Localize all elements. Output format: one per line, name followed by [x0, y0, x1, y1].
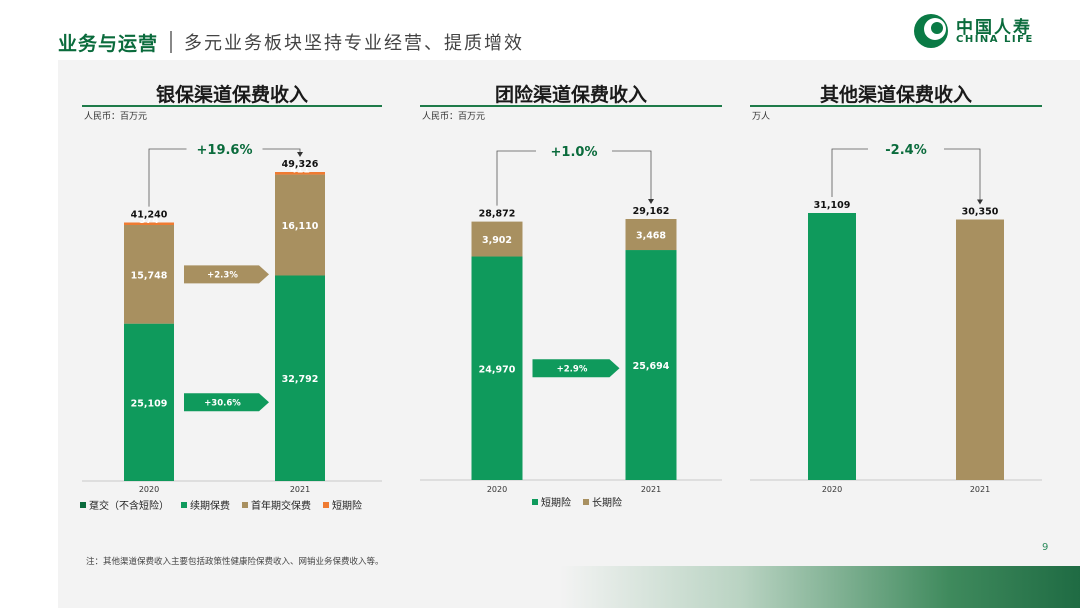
change-arrow-label: +2.3% — [207, 270, 238, 280]
section-title: 业务与运营 — [58, 32, 159, 55]
segment-value-label: 411 — [290, 165, 310, 176]
segment-value-label: 3,468 — [636, 231, 666, 242]
bar-segment-2020-2 — [471, 221, 523, 257]
x-tick-label: 2021 — [641, 485, 661, 494]
growth-bracket-right — [262, 148, 301, 156]
value-label: 31,109 — [814, 200, 851, 211]
legend-swatch — [80, 502, 86, 508]
bar-segment-2021-3 — [275, 174, 325, 276]
legend-swatch — [181, 502, 187, 508]
x-tick-label: 2020 — [822, 485, 842, 494]
page-number: 9 — [1042, 542, 1049, 553]
segment-value-label: 374 — [139, 215, 159, 226]
unit-label: 人民币：百万元 — [422, 111, 485, 122]
chart-title: 团险渠道保费收入 — [495, 83, 647, 106]
total-value-label: 49,326 — [282, 159, 319, 170]
legend-label: 短期险 — [332, 499, 362, 512]
x-tick-label: 2020 — [139, 485, 159, 494]
growth-bracket-left — [496, 150, 536, 206]
growth-rate-label: +1.0% — [551, 145, 598, 160]
change-arrow — [184, 393, 269, 412]
x-tick-label: 2020 — [487, 485, 507, 494]
legend-label: 长期险 — [592, 496, 622, 509]
legend-swatch — [323, 502, 329, 508]
growth-bracket-left — [831, 148, 868, 197]
segment-value-label: 15,748 — [131, 270, 168, 281]
growth-bracket-right — [612, 150, 652, 203]
legend-swatch — [532, 499, 538, 505]
header-band — [0, 0, 1080, 60]
legend-label: 首年期交保费 — [251, 499, 311, 512]
bar-segment-2020-4 — [124, 222, 174, 225]
growth-bracket-left — [148, 148, 187, 207]
unit-label: 人民币：百万元 — [84, 111, 147, 122]
segment-value-label: 32,792 — [282, 374, 319, 385]
growth-rate-label: +19.6% — [197, 143, 253, 158]
total-value-label: 41,240 — [131, 210, 168, 221]
bar-segment-2021-4 — [275, 172, 325, 175]
total-value-label: 29,162 — [633, 206, 670, 217]
legend-swatch — [242, 502, 248, 508]
x-tick-label: 2021 — [290, 485, 310, 494]
title-divider — [170, 31, 173, 53]
section-subtitle: 多元业务板块坚持专业经营、提质增效 — [184, 33, 525, 54]
content-area — [58, 60, 1080, 608]
segment-value-label: 3,902 — [482, 235, 512, 246]
bar-segment-2021-2 — [625, 219, 677, 251]
footnote: 注：其他渠道保费收入主要包括政策性健康险保费收入、网销业务保费收入等。 — [86, 557, 384, 567]
bar-segment-2021-2 — [275, 275, 325, 481]
growth-rate-label: -2.4% — [885, 143, 926, 158]
change-arrow — [532, 359, 620, 378]
segment-value-label: 25,694 — [633, 361, 670, 372]
logo-english-name: CHINA LIFE — [956, 34, 1034, 45]
change-arrow-label: +2.9% — [557, 364, 588, 374]
china-life-logo-icon — [914, 14, 948, 48]
bar-segment-2021-1 — [625, 250, 677, 480]
legend-label: 趸交（不含短险） — [89, 499, 169, 512]
legend-label: 续期保费 — [190, 499, 230, 512]
china-life-logo: 中国人寿 CHINA LIFE — [912, 12, 1052, 52]
bar-segment-2020-1 — [471, 256, 523, 480]
bar-2021 — [956, 219, 1004, 480]
decorative-bottom-strip — [560, 566, 1080, 608]
legend-label: 短期险 — [541, 496, 571, 509]
value-label: 30,350 — [962, 207, 999, 218]
growth-arrow-head — [648, 199, 654, 204]
logo-chinese-name: 中国人寿 — [956, 18, 1032, 38]
bar-segment-2020-3 — [124, 224, 174, 324]
x-tick-label: 2021 — [970, 485, 990, 494]
growth-arrow-head — [977, 199, 983, 205]
chart-title: 银保渠道保费收入 — [156, 83, 308, 106]
segment-value-label: 16,110 — [282, 221, 319, 232]
change-arrow — [184, 265, 269, 284]
total-value-label: 28,872 — [479, 209, 516, 220]
chart-title: 其他渠道保费收入 — [820, 83, 972, 106]
growth-bracket-right — [944, 148, 981, 204]
bar-2020 — [808, 213, 856, 480]
change-arrow-label: +30.6% — [204, 398, 241, 408]
legend-swatch — [583, 499, 589, 505]
growth-arrow-head — [297, 152, 303, 157]
segment-value-label: 24,970 — [479, 364, 516, 375]
page-title: 业务与运营 多元业务板块坚持专业经营、提质增效 — [58, 26, 524, 58]
segment-value-label: 25,109 — [131, 398, 168, 409]
unit-label: 万人 — [752, 111, 770, 122]
bar-segment-2020-2 — [124, 323, 174, 481]
